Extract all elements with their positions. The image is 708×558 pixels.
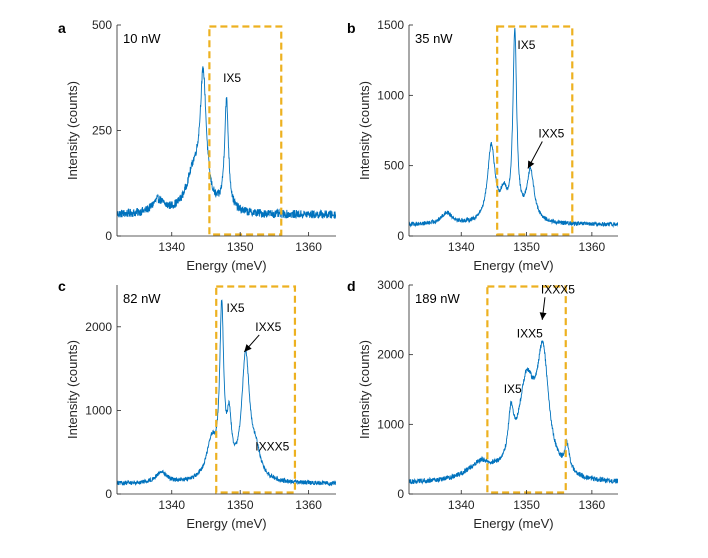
x-tick-label: 1340 <box>448 498 475 512</box>
y-axis-label: Intensity (counts) <box>65 81 80 180</box>
x-tick-label: 1350 <box>513 498 540 512</box>
y-tick-label: 1500 <box>377 18 404 32</box>
panel-a: 1340 1350 1360 0 250 500 Energy (meV) Intensity… <box>58 18 336 273</box>
peak-label: IXX5 <box>255 320 281 334</box>
y-tick-label: 500 <box>92 18 112 32</box>
peak-label: IX5 <box>517 38 535 52</box>
y-tick-label: 250 <box>92 124 112 138</box>
y-tick-label: 0 <box>397 487 404 501</box>
y-tick-label: 2000 <box>377 348 404 362</box>
x-tick-label: 1340 <box>448 240 475 254</box>
highlight-box-a <box>208 25 283 236</box>
annotation-arrow-head <box>527 160 535 169</box>
peak-label: IXXX5 <box>541 282 575 296</box>
annotation-arrow-head <box>539 312 547 320</box>
x-axis-label: Energy (meV) <box>186 516 266 531</box>
x-tick-label: 1360 <box>579 240 606 254</box>
x-axis-label: Energy (meV) <box>473 258 553 273</box>
panel-d: 1340 1350 1360 0 1000 2000 3000 Energy (meV) Int… <box>347 278 618 531</box>
panel-letter: b <box>347 20 356 36</box>
annotation-arrow-head <box>244 344 252 352</box>
x-tick-label: 1350 <box>227 498 254 512</box>
x-tick-label: 1340 <box>158 498 185 512</box>
power-label: 10 nW <box>123 31 161 46</box>
power-label: 35 nW <box>415 31 453 46</box>
y-tick-label: 3000 <box>377 278 404 292</box>
power-label: 189 nW <box>415 291 461 306</box>
x-tick-label: 1360 <box>295 240 322 254</box>
y-tick-label: 500 <box>384 159 404 173</box>
power-label: 82 nW <box>123 291 161 306</box>
panel-c: 1340 1350 1360 0 1000 2000 Energy (meV) Intensi… <box>58 278 336 531</box>
y-tick-label: 2000 <box>85 320 112 334</box>
peak-label: IX5 <box>227 301 245 315</box>
highlight-box-c <box>215 285 297 494</box>
panel-letter: c <box>58 278 66 294</box>
y-tick-label: 1000 <box>377 417 404 431</box>
x-axis-label: Energy (meV) <box>186 258 266 273</box>
y-axis-label: Intensity (counts) <box>357 81 372 180</box>
y-tick-label: 0 <box>105 229 112 243</box>
peak-label: IX5 <box>223 71 241 85</box>
panel-letter: d <box>347 278 356 294</box>
y-axis-label: Intensity (counts) <box>357 340 372 439</box>
spectrum-line-b <box>409 27 618 229</box>
highlight-box-b <box>496 25 574 236</box>
y-tick-label: 1000 <box>85 403 112 417</box>
y-tick-label: 1000 <box>377 88 404 102</box>
panel-b: 1340 1350 1360 0 500 1000 1500 Energy (meV) Inte… <box>347 18 618 273</box>
y-tick-label: 0 <box>105 487 112 501</box>
x-tick-label: 1360 <box>295 498 322 512</box>
spectrum-line-d <box>409 340 618 485</box>
x-tick-label: 1350 <box>513 240 540 254</box>
y-axis-label: Intensity (counts) <box>65 340 80 439</box>
spectrum-line-c <box>117 299 336 487</box>
peak-label: IXX5 <box>538 127 564 141</box>
panel-letter: a <box>58 20 66 36</box>
x-axis-label: Energy (meV) <box>473 516 553 531</box>
peak-label: IX5 <box>504 382 522 396</box>
peak-label: IXXX5 <box>255 440 289 454</box>
highlight-box-d <box>486 285 567 494</box>
x-tick-label: 1340 <box>158 240 185 254</box>
peak-label: IXX5 <box>517 326 543 340</box>
y-tick-label: 0 <box>397 229 404 243</box>
spectrum-line-a <box>117 66 336 220</box>
x-tick-label: 1350 <box>227 240 254 254</box>
x-tick-label: 1360 <box>579 498 606 512</box>
